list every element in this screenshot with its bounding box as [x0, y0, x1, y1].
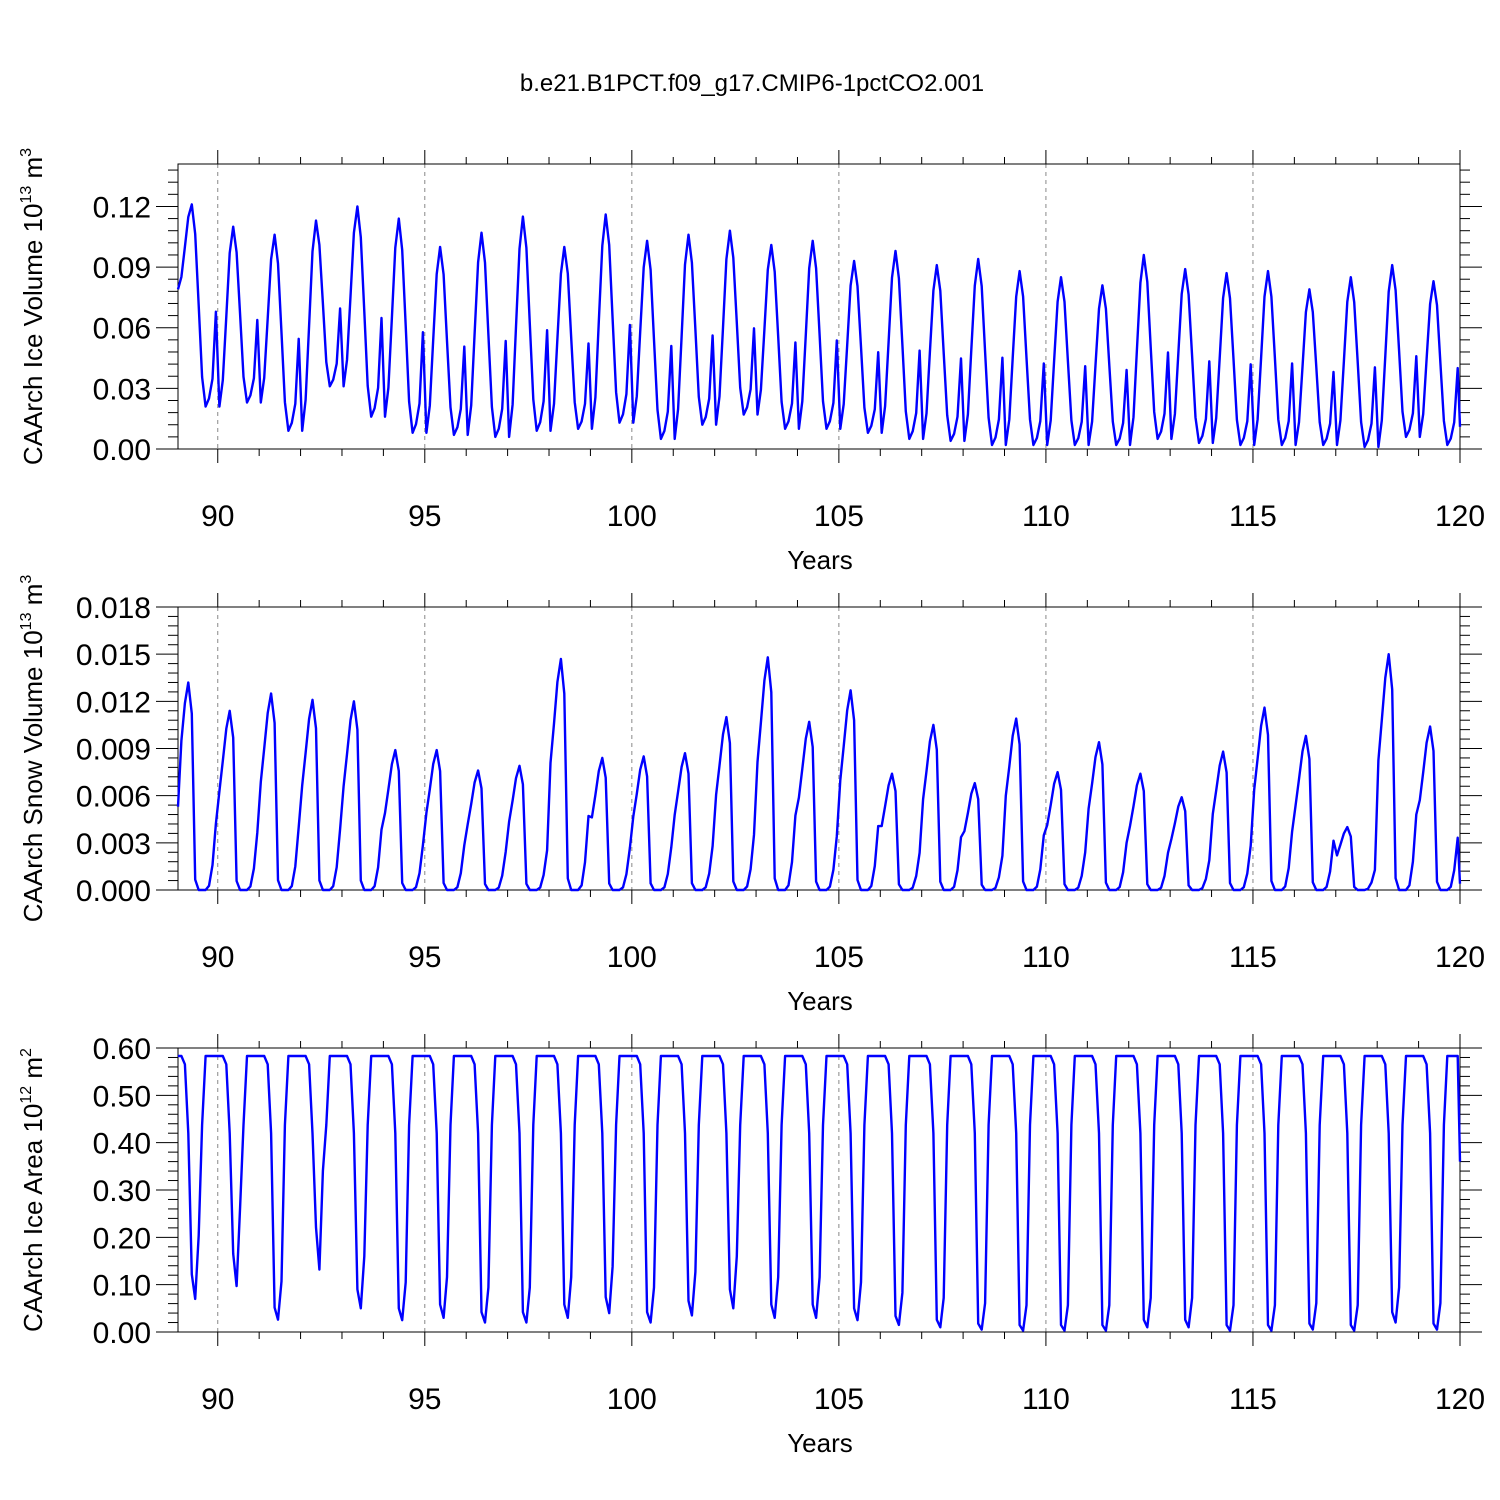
- y-tick-label: 0.003: [76, 828, 151, 861]
- x-tick-label: 110: [1022, 941, 1070, 974]
- x-axis-label: Years: [787, 545, 853, 575]
- x-tick-label: 120: [1435, 1383, 1485, 1416]
- y-tick-label: 0.03: [93, 373, 151, 406]
- x-tick-label: 105: [814, 500, 864, 533]
- x-axis-label: Years: [787, 1428, 853, 1458]
- x-tick-label: 95: [408, 500, 441, 533]
- figure-title: b.e21.B1PCT.f09_g17.CMIP6-1pctCO2.001: [520, 70, 984, 97]
- y-tick-label: 0.00: [93, 434, 151, 467]
- y-tick-label: 0.00: [93, 1317, 151, 1350]
- x-tick-label: 95: [408, 941, 441, 974]
- chart-panel-1: 90 95 100 105 110 115 120 0.00 0.03 0.06 0.09 0.12 Y…: [18, 148, 1485, 575]
- x-tick-label: 110: [1022, 500, 1070, 533]
- x-tick-label: 100: [607, 500, 657, 533]
- plot-frame: [177, 163, 1461, 450]
- x-tick-label: 90: [201, 941, 234, 974]
- x-tick-label: 100: [607, 941, 657, 974]
- y-axis-label: CAArch Snow Volume 1013 m3: [18, 575, 48, 923]
- x-tick-label: 105: [814, 941, 864, 974]
- x-tick-label: 95: [408, 1383, 441, 1416]
- y-tick-label: 0.30: [93, 1175, 151, 1208]
- y-tick-label: 0.10: [93, 1270, 151, 1303]
- x-tick-label: 115: [1229, 941, 1277, 974]
- y-axis-label: CAArch Ice Area 1012 m2: [18, 1048, 48, 1332]
- y-tick-label: 0.000: [76, 875, 151, 908]
- x-tick-label: 120: [1435, 941, 1485, 974]
- y-tick-label: 0.09: [93, 252, 151, 285]
- x-tick-label: 100: [607, 1383, 657, 1416]
- x-tick-label: 120: [1435, 500, 1485, 533]
- x-axis-label: Years: [787, 986, 853, 1016]
- x-tick-label: 110: [1022, 1383, 1070, 1416]
- series-line: [176, 203, 1462, 449]
- chart-panel-3: 90 95 100 105 110 115 120 0.00 0.10 0.20 0.30 0.40 0…: [18, 1033, 1485, 1458]
- x-tick-label: 90: [201, 1383, 234, 1416]
- chart-panel-2: 90 95 100 105 110 115 120 0.000 0.003 0.006 0.009 0…: [18, 575, 1485, 1016]
- x-tick-label: 115: [1229, 500, 1277, 533]
- panels: 90 95 100 105 110 115 120 0.00 0.03 0.06 0.09 0.12 Y…: [18, 148, 1485, 1458]
- y-tick-label: 0.009: [76, 734, 151, 767]
- series-line: [178, 1054, 1462, 1332]
- y-tick-label: 0.20: [93, 1222, 151, 1255]
- x-tick-label: 115: [1229, 1383, 1277, 1416]
- x-tick-label: 90: [201, 500, 234, 533]
- x-tick-label: 105: [814, 1383, 864, 1416]
- y-tick-label: 0.015: [76, 639, 151, 672]
- y-tick-label: 0.012: [76, 686, 151, 719]
- y-tick-label: 0.60: [93, 1033, 151, 1066]
- plot-frame: [177, 1047, 1461, 1333]
- y-tick-label: 0.12: [93, 191, 151, 224]
- y-tick-label: 0.06: [93, 313, 151, 346]
- y-axis-label: CAArch Ice Volume 1013 m3: [18, 148, 48, 465]
- y-tick-label: 0.40: [93, 1128, 151, 1161]
- series-line: [176, 653, 1462, 892]
- y-tick-label: 0.018: [76, 592, 151, 625]
- y-tick-label: 0.50: [93, 1080, 151, 1113]
- y-tick-label: 0.006: [76, 781, 151, 814]
